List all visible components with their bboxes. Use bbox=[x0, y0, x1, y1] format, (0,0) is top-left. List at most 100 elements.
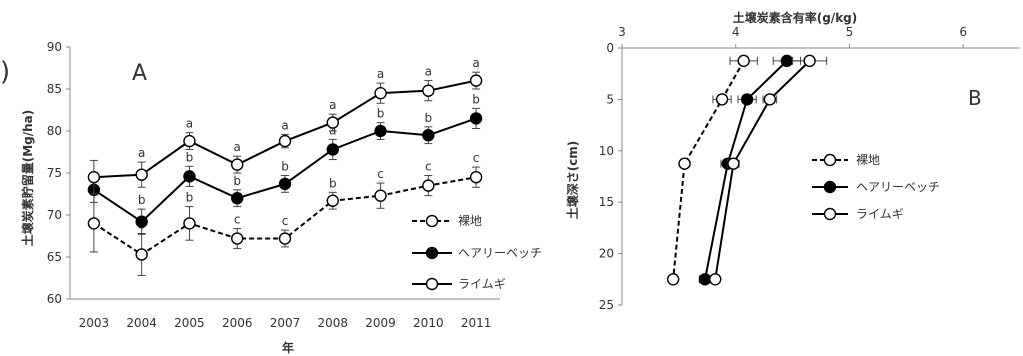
panel-a-point bbox=[87, 217, 101, 230]
panel-a-significance-letter: b bbox=[281, 160, 289, 174]
panel-a-x-tick-label: 2005 bbox=[174, 316, 205, 330]
panel-a-significance-letter: a bbox=[234, 140, 241, 154]
panel-a-legend-marker bbox=[425, 277, 439, 291]
panel-b-point bbox=[698, 273, 712, 286]
panel-b-point bbox=[678, 157, 691, 170]
panel-a-point bbox=[231, 158, 244, 171]
panel-b-y-tick-label: 20 bbox=[599, 247, 614, 261]
panel-b-y-tick-label: 0 bbox=[606, 41, 614, 55]
panel-b-legend-label: ヘアリーベッチ bbox=[856, 180, 940, 194]
panel-a-significance-letter: a bbox=[329, 98, 336, 112]
panel-a-point bbox=[422, 84, 435, 97]
panel-a-point bbox=[183, 170, 196, 183]
panel-b-point bbox=[715, 93, 729, 106]
panel-b-legend-label: 裸地 bbox=[856, 152, 880, 167]
panel-a-point bbox=[183, 217, 196, 230]
panel-a-x-tick-label: 2006 bbox=[222, 316, 253, 330]
panel-a-significance-letter: c bbox=[377, 167, 384, 181]
panel-a-x-tick-label: 2003 bbox=[79, 316, 110, 330]
panel-a-significance-letter: b bbox=[329, 176, 337, 190]
panel-a-y-tick-label: 75 bbox=[47, 166, 62, 180]
panel-a-significance-letter: a bbox=[138, 146, 145, 160]
panel-a-significance-letter: b bbox=[186, 150, 194, 164]
panel-a-significance-letter: a bbox=[377, 67, 384, 81]
panel-a-point bbox=[135, 215, 148, 228]
panel-b-point bbox=[740, 93, 754, 106]
panel-a-point bbox=[326, 194, 339, 207]
panel-a-legend-label: ヘアリーベッチ bbox=[458, 246, 542, 260]
panel-a-x-tick-label: 2007 bbox=[270, 316, 301, 330]
panel-b-xlabel: 土壌炭素含有率(g/kg) bbox=[733, 10, 858, 25]
panel-b-point bbox=[727, 157, 740, 170]
panel-a-significance-letter: c bbox=[425, 160, 432, 174]
panel-a-point bbox=[278, 232, 292, 245]
panel-a-significance-letter: a bbox=[186, 117, 193, 131]
panel-a-x-tick-label: 2011 bbox=[461, 316, 492, 330]
panel-b-x-tick-label: 6 bbox=[959, 25, 967, 39]
panel-a-point bbox=[374, 124, 387, 138]
panel-a-y-tick-label: 85 bbox=[47, 82, 62, 96]
panel-a-point bbox=[278, 177, 292, 191]
panel-b-point bbox=[709, 273, 722, 286]
panel-a-significance-letter: c bbox=[473, 151, 480, 165]
panel-a-point bbox=[422, 179, 435, 192]
panel-a-legend-label: ライムギ bbox=[458, 277, 506, 291]
panel-b-point bbox=[666, 273, 680, 286]
panel-a-legend-label: 裸地 bbox=[458, 213, 482, 228]
panel-a-significance-letter: b bbox=[186, 191, 194, 205]
chart-panel-a: A 土壌炭素貯留量(Mg/ha) 年 60 65 70 75 80 85 90 2003 200… bbox=[20, 40, 542, 355]
panel-b-ylabel: 土壌深さ(cm) bbox=[565, 141, 580, 220]
panel-a-point bbox=[87, 170, 101, 184]
panel-a-point bbox=[326, 116, 339, 129]
panel-a-x-tick-label: 2010 bbox=[413, 316, 444, 330]
panel-b-series-line-2 bbox=[714, 60, 811, 280]
panel-a-point bbox=[135, 248, 148, 261]
panel-a-label: A bbox=[132, 61, 147, 86]
panel-a-x-tick-label: 2009 bbox=[365, 316, 396, 330]
panel-a-legend-marker bbox=[425, 214, 439, 228]
panel-a-point bbox=[278, 134, 292, 148]
panel-b-point bbox=[780, 54, 794, 68]
panel-fragment-label: ) bbox=[0, 57, 10, 87]
panel-b-y-tick-label: 25 bbox=[599, 298, 614, 312]
panel-b-legend-marker bbox=[823, 207, 837, 221]
panel-a-point bbox=[135, 168, 148, 181]
panel-a-legend-marker bbox=[425, 246, 439, 260]
panel-b-x-tick-label: 3 bbox=[618, 25, 626, 39]
panel-b-point bbox=[737, 54, 750, 68]
panel-b-point bbox=[763, 93, 777, 106]
panel-b-point bbox=[803, 54, 816, 68]
panel-b-series-line-1 bbox=[704, 60, 788, 280]
panel-b-y-tick-label: 10 bbox=[599, 144, 614, 158]
panel-a-significance-letter: a bbox=[281, 118, 288, 132]
panel-a-significance-letter: b bbox=[472, 92, 480, 106]
panel-b-y-tick-label: 5 bbox=[606, 92, 614, 106]
panel-a-point bbox=[469, 74, 483, 87]
panel-b-label: B bbox=[968, 86, 982, 110]
panel-a-y-tick-label: 90 bbox=[47, 40, 62, 54]
panel-a-point bbox=[469, 112, 483, 125]
panel-b-legend-label: ライムギ bbox=[856, 207, 904, 221]
panel-a-significance-letter: b bbox=[233, 174, 241, 188]
panel-a-significance-letter: b bbox=[425, 111, 433, 125]
chart-panel-b: B 土壌炭素含有率(g/kg) 土壌深さ(cm) 3 4 5 6 0 5 10 15 20 25 裸… bbox=[565, 10, 1020, 312]
panel-a-point bbox=[231, 232, 244, 245]
panel-a-significance-letter: b bbox=[138, 193, 146, 207]
panel-a-significance-letter: c bbox=[234, 212, 241, 226]
panel-a-point bbox=[422, 128, 435, 142]
panel-a-y-tick-label: 80 bbox=[47, 124, 62, 138]
panel-a-y-tick-label: 60 bbox=[47, 292, 62, 306]
panel-a-x-tick-label: 2004 bbox=[126, 316, 157, 330]
panel-a-ylabel: 土壌炭素貯留量(Mg/ha) bbox=[20, 110, 35, 247]
panel-a-significance-letter: c bbox=[282, 214, 289, 228]
panel-a-x-tick-label: 2008 bbox=[318, 316, 349, 330]
panel-b-x-tick-label: 4 bbox=[732, 25, 740, 39]
panel-b-y-tick-label: 15 bbox=[599, 195, 614, 209]
panel-b-x-tick-label: 5 bbox=[846, 25, 854, 39]
panel-a-point bbox=[374, 86, 387, 100]
panel-a-y-tick-label: 65 bbox=[47, 250, 62, 264]
panel-a-point bbox=[374, 189, 387, 202]
panel-a-xlabel: 年 bbox=[282, 340, 294, 355]
panel-a-significance-letter: a bbox=[472, 56, 479, 70]
panel-a-point bbox=[326, 143, 339, 156]
